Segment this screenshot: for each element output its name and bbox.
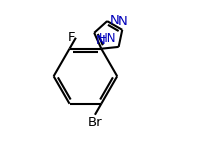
Text: N: N <box>110 14 119 27</box>
Text: N: N <box>118 15 128 28</box>
Text: Br: Br <box>88 116 102 129</box>
Text: F: F <box>68 31 75 44</box>
Text: HN: HN <box>99 33 116 46</box>
Text: N: N <box>96 34 106 47</box>
